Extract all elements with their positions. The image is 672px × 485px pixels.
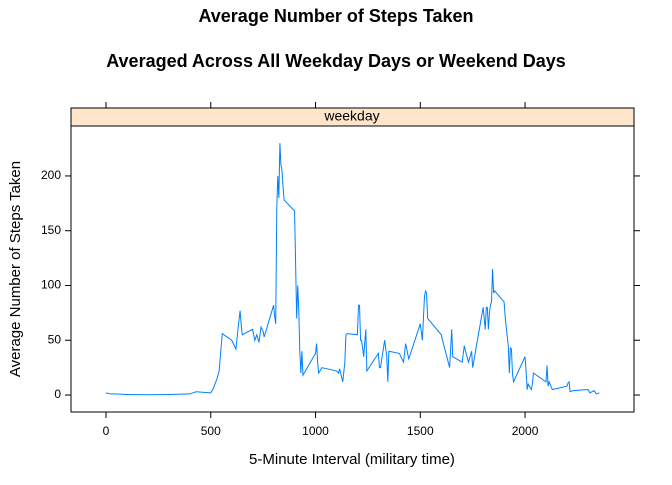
panel-label: weekday bbox=[323, 108, 379, 124]
y-tick-label: 50 bbox=[48, 332, 62, 346]
x-tick-label: 1500 bbox=[407, 424, 434, 438]
x-tick-label: 1000 bbox=[302, 424, 329, 438]
x-tick-label: 0 bbox=[103, 424, 110, 438]
y-tick-label: 100 bbox=[41, 278, 61, 292]
plot-frame bbox=[70, 125, 635, 413]
x-tick-label: 500 bbox=[201, 424, 221, 438]
y-axis-label: Average Number of Steps Taken bbox=[7, 161, 24, 377]
data-line bbox=[105, 143, 600, 396]
x-axis-label: 5-Minute Interval (military time) bbox=[249, 451, 455, 468]
y-tick-label: 150 bbox=[41, 223, 61, 237]
chart-title: Average Number of Steps Taken bbox=[198, 6, 473, 26]
y-tick-label: 0 bbox=[54, 387, 61, 401]
chart-subtitle: Averaged Across All Weekday Days or Week… bbox=[106, 51, 566, 71]
x-tick-label: 2000 bbox=[512, 424, 539, 438]
y-tick-label: 200 bbox=[41, 168, 61, 182]
